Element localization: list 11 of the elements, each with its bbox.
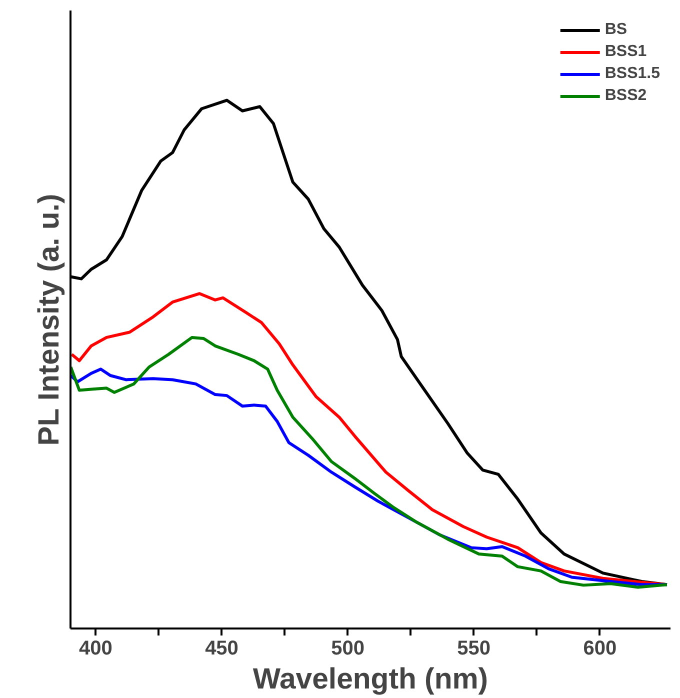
legend-label: BS	[604, 21, 628, 39]
x-tick-label: 400	[79, 638, 112, 660]
x-tick-label: 500	[331, 638, 364, 660]
y-axis-title: PL Intensity (a. u.)	[32, 194, 66, 446]
x-tick-label: 550	[457, 638, 491, 660]
legend-label: BSS1.5	[604, 65, 660, 83]
legend-label: BSS1	[604, 43, 647, 61]
x-tick-label: 450	[205, 638, 238, 660]
x-tick-label: 600	[583, 638, 617, 660]
legend-label: BSS2	[604, 87, 647, 105]
x-axis-title: Wavelength (nm)	[252, 662, 488, 696]
